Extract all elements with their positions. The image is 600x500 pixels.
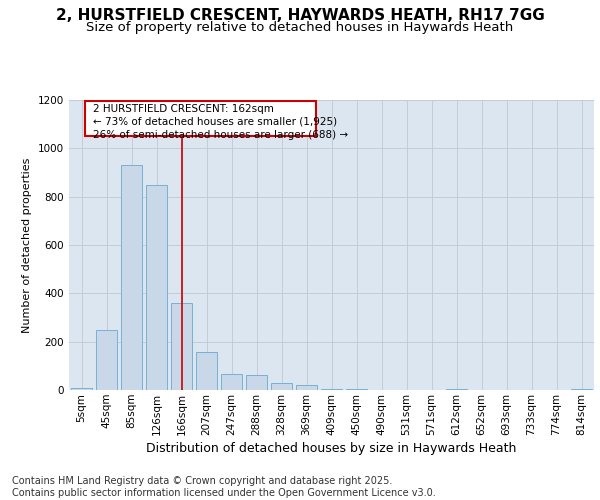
Bar <box>96 330 117 390</box>
Bar <box>246 375 267 390</box>
Bar <box>571 389 592 390</box>
Bar <box>296 385 317 390</box>
Bar <box>171 304 192 390</box>
Text: Contains HM Land Registry data © Crown copyright and database right 2025.
Contai: Contains HM Land Registry data © Crown c… <box>12 476 436 498</box>
Bar <box>271 383 292 390</box>
Bar <box>71 388 92 390</box>
Y-axis label: Number of detached properties: Number of detached properties <box>22 158 32 332</box>
Bar <box>446 389 467 390</box>
Text: Size of property relative to detached houses in Haywards Heath: Size of property relative to detached ho… <box>86 21 514 34</box>
Bar <box>321 389 342 390</box>
Bar <box>121 165 142 390</box>
Bar <box>346 389 367 390</box>
X-axis label: Distribution of detached houses by size in Haywards Heath: Distribution of detached houses by size … <box>146 442 517 455</box>
Text: 2, HURSTFIELD CRESCENT, HAYWARDS HEATH, RH17 7GG: 2, HURSTFIELD CRESCENT, HAYWARDS HEATH, … <box>56 8 544 22</box>
Text: 2 HURSTFIELD CRESCENT: 162sqm
← 73% of detached houses are smaller (1,925)
26% o: 2 HURSTFIELD CRESCENT: 162sqm ← 73% of d… <box>92 104 348 140</box>
Bar <box>146 184 167 390</box>
Bar <box>221 374 242 390</box>
FancyBboxPatch shape <box>85 102 316 136</box>
Bar <box>196 352 217 390</box>
